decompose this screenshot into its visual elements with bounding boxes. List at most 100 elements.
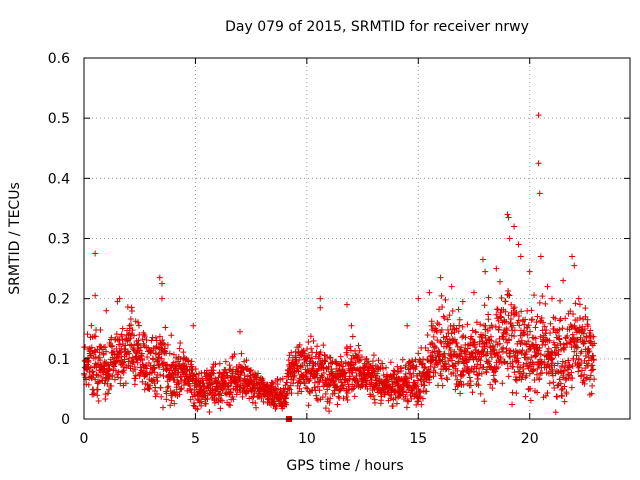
data-point (523, 372, 530, 379)
data-point (561, 383, 568, 390)
data-point (548, 348, 555, 355)
data-point (162, 345, 169, 352)
y-tick-label: 0.4 (48, 171, 70, 187)
data-point (300, 347, 307, 354)
data-point (450, 322, 457, 329)
data-point (536, 376, 543, 383)
data-point (565, 357, 572, 364)
data-point (511, 354, 518, 361)
data-point (116, 295, 123, 302)
data-point (88, 322, 95, 329)
data-point (230, 396, 237, 403)
data-point (170, 351, 177, 358)
data-point (284, 379, 291, 386)
data-point (279, 375, 286, 382)
data-point (218, 392, 225, 399)
data-point (148, 337, 155, 344)
data-point (120, 369, 127, 376)
data-point (442, 354, 449, 361)
data-point (206, 409, 213, 416)
data-point (436, 321, 443, 328)
data-point (282, 394, 289, 401)
data-point (577, 334, 584, 341)
data-point (590, 333, 597, 340)
data-point (564, 340, 571, 347)
axis-ticks (83, 57, 630, 420)
data-point (454, 376, 461, 383)
data-point (573, 352, 580, 359)
data-point (326, 354, 333, 361)
data-point (563, 390, 570, 397)
data-point (305, 339, 312, 346)
data-point (584, 323, 591, 330)
data-point (377, 364, 384, 371)
data-point (398, 365, 405, 372)
data-point (96, 378, 103, 385)
data-point (471, 289, 477, 296)
data-point (112, 367, 119, 374)
data-point (421, 382, 428, 389)
data-point (101, 359, 108, 366)
data-point (554, 382, 561, 389)
data-point (428, 318, 435, 325)
data-point (437, 372, 444, 379)
data-point (551, 362, 558, 369)
data-point (134, 359, 141, 366)
data-point (457, 390, 464, 397)
data-point (472, 339, 479, 346)
data-point (419, 395, 426, 402)
data-point (568, 343, 575, 350)
data-point (469, 336, 476, 343)
data-point (518, 350, 525, 357)
data-point (508, 301, 515, 308)
data-point (569, 363, 576, 370)
data-point (317, 295, 324, 302)
data-point (481, 398, 488, 405)
data-point (220, 385, 227, 392)
data-point (295, 368, 302, 375)
data-point (578, 359, 585, 366)
data-point (103, 307, 110, 314)
data-point (371, 385, 378, 392)
data-point (370, 352, 377, 359)
data-point (570, 355, 577, 362)
data-point (501, 359, 508, 366)
data-point (249, 394, 256, 401)
data-point (421, 364, 428, 371)
data-point (457, 378, 464, 385)
data-point (178, 386, 185, 393)
data-point (344, 351, 351, 358)
data-point (537, 333, 544, 340)
data-point (577, 315, 584, 322)
data-point (537, 351, 544, 358)
data-point (459, 323, 466, 330)
data-point (502, 308, 509, 315)
data-point (479, 256, 486, 263)
data-point (274, 375, 281, 382)
data-point (141, 333, 148, 340)
data-point (490, 347, 497, 354)
data-point (258, 394, 265, 401)
data-point (152, 345, 159, 352)
data-point (489, 385, 496, 392)
data-point (522, 393, 529, 400)
data-point (432, 369, 439, 376)
data-point (542, 300, 549, 307)
data-point (93, 371, 100, 378)
data-point (375, 357, 382, 364)
data-point (526, 268, 533, 275)
data-point (317, 304, 324, 311)
data-point (326, 399, 333, 406)
data-point (511, 369, 518, 376)
data-point (340, 363, 347, 370)
data-point (528, 307, 535, 314)
data-point (545, 345, 552, 352)
data-point (574, 344, 581, 351)
data-point (363, 381, 370, 388)
data-point (374, 370, 381, 377)
data-point (569, 253, 576, 260)
data-point (477, 390, 484, 397)
data-point (498, 294, 505, 301)
data-point (535, 112, 542, 119)
data-point (494, 352, 501, 359)
